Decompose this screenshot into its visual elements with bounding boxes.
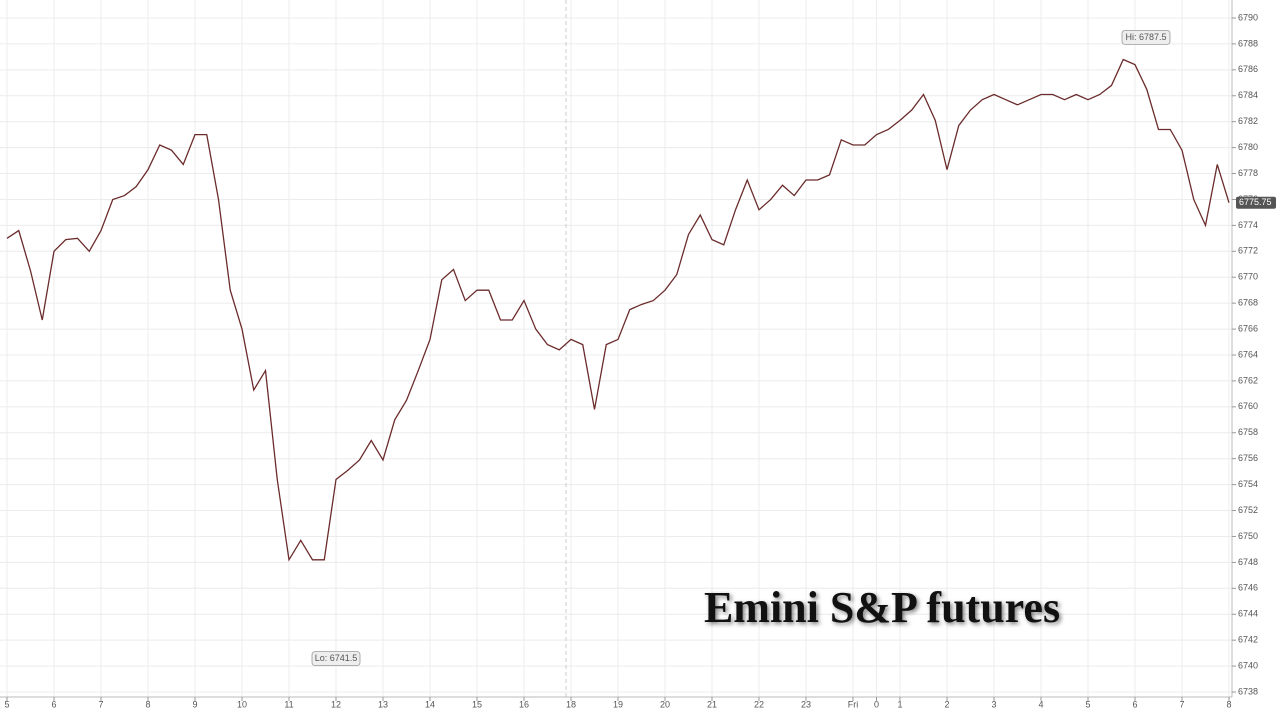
y-tick-label: 6748 bbox=[1238, 557, 1258, 567]
x-tick-label: 19 bbox=[613, 699, 623, 709]
x-tick-label: 0 bbox=[874, 699, 879, 709]
y-tick-label: 6786 bbox=[1238, 64, 1258, 74]
x-tick-label: 11 bbox=[284, 699, 293, 709]
y-tick-label: 6774 bbox=[1238, 220, 1258, 230]
y-tick-label: 6778 bbox=[1238, 168, 1258, 178]
x-tick-label: 4 bbox=[1038, 699, 1043, 709]
x-tick-label: 10 bbox=[237, 699, 247, 709]
x-tick-label: 1 bbox=[897, 699, 902, 709]
x-tick-label: 14 bbox=[425, 699, 435, 709]
y-tick-label: 6790 bbox=[1238, 12, 1258, 22]
grid bbox=[0, 0, 1232, 697]
y-tick-label: 6760 bbox=[1238, 401, 1258, 411]
annotation-label: Hi: 6787.5 bbox=[1125, 32, 1166, 42]
x-tick-label: 21 bbox=[707, 699, 717, 709]
x-tick-label: 8 bbox=[145, 699, 150, 709]
y-tick-label: 6756 bbox=[1238, 453, 1258, 463]
y-tick-label: 6738 bbox=[1238, 686, 1258, 696]
y-tick-label: 6784 bbox=[1238, 90, 1258, 100]
x-tick-label: 6 bbox=[1132, 699, 1137, 709]
x-tick-label: 7 bbox=[98, 699, 103, 709]
x-tick-label: 18 bbox=[566, 699, 576, 709]
annotation-tag bbox=[311, 651, 361, 667]
y-tick-label: 6742 bbox=[1238, 635, 1258, 645]
y-tick-label: 6782 bbox=[1238, 116, 1258, 126]
x-tick-label: 5 bbox=[1085, 699, 1090, 709]
y-tick-label: 6740 bbox=[1238, 660, 1258, 670]
x-tick-label: 8 bbox=[1226, 699, 1231, 709]
x-tick-label: 20 bbox=[660, 699, 670, 709]
x-tick-label: 15 bbox=[472, 699, 482, 709]
y-tick-label: 6758 bbox=[1238, 427, 1258, 437]
annotation-tag bbox=[1121, 30, 1171, 45]
y-tick-label: 6744 bbox=[1238, 609, 1258, 619]
y-tick-label: 6764 bbox=[1238, 349, 1258, 359]
price-line bbox=[6, 58, 1230, 562]
x-tick-label: 7 bbox=[1179, 699, 1184, 709]
y-tick-label: 6780 bbox=[1238, 142, 1258, 152]
y-tick-label: 6746 bbox=[1238, 583, 1258, 593]
y-tick-label: 6750 bbox=[1238, 531, 1258, 541]
x-tick-label: 16 bbox=[519, 699, 529, 709]
y-tick-label: 6754 bbox=[1238, 479, 1258, 489]
y-tick-label: 6770 bbox=[1238, 272, 1258, 282]
x-tick-label: Fri bbox=[848, 699, 859, 709]
x-tick-label: 13 bbox=[378, 699, 388, 709]
y-tick-label: 6752 bbox=[1238, 505, 1258, 515]
x-tick-label: 22 bbox=[754, 699, 764, 709]
chart-title: Emini S&P futures bbox=[704, 583, 1060, 632]
annotation-label: Lo: 6741.5 bbox=[315, 653, 358, 663]
x-tick-label: 3 bbox=[991, 699, 996, 709]
y-tick-label: 6772 bbox=[1238, 246, 1258, 256]
y-tick-label: 6766 bbox=[1238, 323, 1258, 333]
y-tick-label: 6762 bbox=[1238, 375, 1258, 385]
y-tick-label: 6768 bbox=[1238, 298, 1258, 308]
x-tick-label: 9 bbox=[192, 699, 197, 709]
x-tick-label: 2 bbox=[944, 699, 949, 709]
last-price-tag bbox=[1236, 196, 1276, 209]
x-tick-label: 12 bbox=[331, 699, 341, 709]
x-tick-label: 23 bbox=[801, 699, 811, 709]
last-price-label: 6775.75 bbox=[1239, 197, 1272, 207]
x-tick-label: 5 bbox=[4, 699, 9, 709]
x-tick-label: 6 bbox=[51, 699, 56, 709]
y-tick-label: 6788 bbox=[1238, 38, 1258, 48]
